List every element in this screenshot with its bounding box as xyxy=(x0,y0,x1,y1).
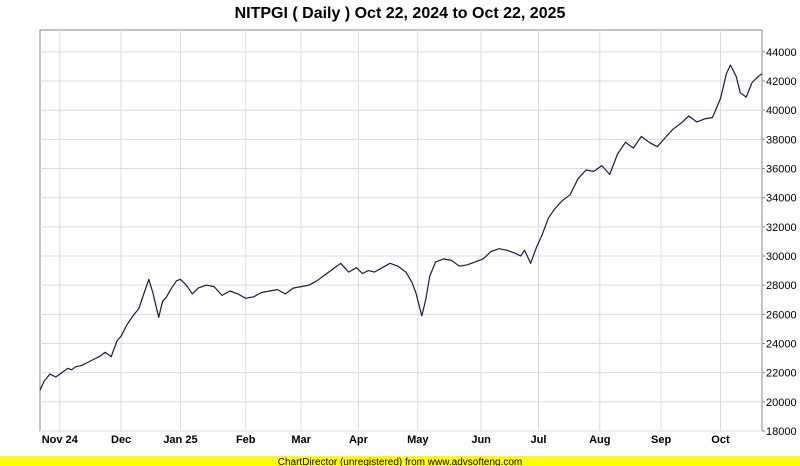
x-tick-label: Apr xyxy=(349,434,369,446)
y-tick-label: 36000 xyxy=(766,164,797,176)
plot-area xyxy=(39,29,763,432)
x-axis: Nov 24 Dec Jan 25 Feb Mar Apr May Jun Jul Aug Sep O… xyxy=(42,434,730,446)
y-tick-label: 22000 xyxy=(766,368,797,380)
x-tick-label: Dec xyxy=(111,434,131,446)
x-tick-label: Oct xyxy=(711,434,730,446)
y-tick-label: 40000 xyxy=(766,105,797,117)
series-line xyxy=(39,64,763,391)
x-tick-label: Jul xyxy=(531,434,547,446)
series-layer xyxy=(39,64,763,391)
y-tick-label: 20000 xyxy=(766,397,797,409)
y-tick-label: 44000 xyxy=(766,47,797,59)
x-tick-label: Aug xyxy=(589,434,610,446)
footer-text: ChartDirector (unregistered) from www.ad… xyxy=(278,457,523,466)
y-axis: 18000 20000 22000 24000 26000 28000 30000 32000… xyxy=(762,47,797,438)
x-tick-label: Feb xyxy=(236,434,256,446)
y-tick-label: 24000 xyxy=(766,339,797,351)
chart-title: NITPGI ( Daily ) Oct 22, 2024 to Oct 22,… xyxy=(235,5,566,22)
x-tick-label: May xyxy=(407,434,429,446)
y-tick-label: 42000 xyxy=(766,76,797,88)
x-tick-label: Jan 25 xyxy=(163,434,197,446)
x-tick-label: Sep xyxy=(651,434,671,446)
y-tick-label: 38000 xyxy=(766,134,797,146)
x-tick-label: Jun xyxy=(471,434,491,446)
x-tick-label: Mar xyxy=(291,434,311,446)
x-tick-label: Nov 24 xyxy=(42,434,79,446)
footer-bar xyxy=(0,456,800,466)
y-tick-label: 28000 xyxy=(766,280,797,292)
y-tick-label: 32000 xyxy=(766,222,797,234)
y-tick-label: 26000 xyxy=(766,309,797,321)
y-tick-label: 34000 xyxy=(766,193,797,205)
grid-lines xyxy=(40,30,762,432)
y-tick-label: 18000 xyxy=(766,426,797,438)
y-tick-label: 30000 xyxy=(766,251,797,263)
